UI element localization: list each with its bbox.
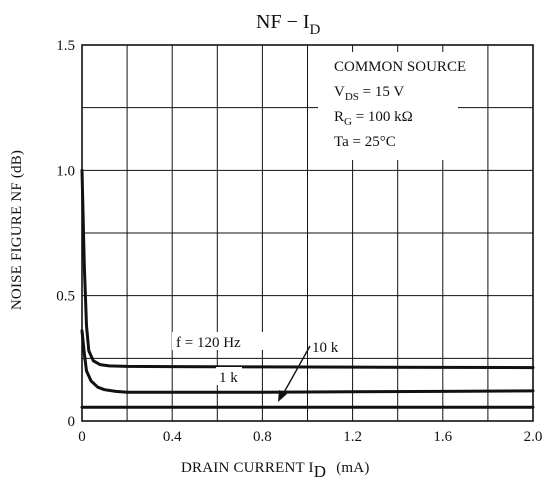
x-tick-label: 0.8 [253, 429, 272, 445]
condition-vds-rest: = 15 V [359, 84, 404, 100]
x-tick-label: 0.4 [163, 429, 182, 445]
label-bg-10k [310, 338, 350, 356]
y-axis-label: NOISE FIGURE NF (dB) [9, 150, 25, 310]
chart-title: NF − ID [256, 11, 321, 38]
conditions-panel [318, 52, 458, 160]
condition-vds-sub: DS [345, 91, 359, 103]
y-tick-label: 1.5 [56, 38, 75, 54]
condition-rg-sub: G [344, 116, 352, 128]
y-tick-label: 0.5 [56, 289, 75, 305]
y-tick-label: 1.0 [56, 163, 75, 179]
x-axis-label-main: DRAIN CURRENT I [181, 460, 314, 476]
x-tick-labels: 0 0.4 0.8 1.2 1.6 2.0 [78, 429, 542, 445]
curve-label-10k: 10 k [312, 340, 339, 356]
condition-common-source: COMMON SOURCE [334, 59, 466, 75]
x-tick-label: 1.6 [433, 429, 452, 445]
label-bg-f120 [172, 332, 264, 350]
plot-frame [81, 44, 534, 422]
curve-label-f120: f = 120 Hz [176, 335, 241, 351]
x-tick-label: 0 [78, 429, 86, 445]
curve-label-1k: 1 k [219, 370, 238, 386]
x-axis-label-unit: (mA) [336, 460, 369, 476]
chart-title-main: NF − I [256, 11, 310, 33]
y-tick-labels: 0 0.5 1.0 1.5 [56, 38, 75, 430]
pointer-10k-arrowhead [278, 390, 287, 402]
condition-rg-main: R [334, 109, 344, 125]
x-tick-label: 2.0 [524, 429, 543, 445]
condition-rg: RG = 100 kΩ [334, 109, 413, 128]
series-line-1khz [80, 329, 535, 394]
series-line-f120hz [80, 168, 535, 370]
condition-vds: VDS = 15 V [334, 84, 404, 103]
condition-vds-main: V [334, 84, 345, 100]
x-tick-label: 1.2 [343, 429, 362, 445]
y-tick-label: 0 [68, 414, 76, 430]
condition-rg-rest: = 100 kΩ [352, 109, 413, 125]
label-bg-1k [216, 367, 242, 385]
plot-grid [82, 45, 533, 421]
condition-ta: Ta = 25°C [334, 134, 396, 150]
series-group [80, 168, 535, 409]
chart-title-sub: D [310, 22, 321, 38]
pointer-10k [281, 345, 311, 397]
x-axis-label-sub: D [314, 462, 326, 481]
x-axis-label: DRAIN CURRENT ID (mA) [181, 460, 370, 481]
